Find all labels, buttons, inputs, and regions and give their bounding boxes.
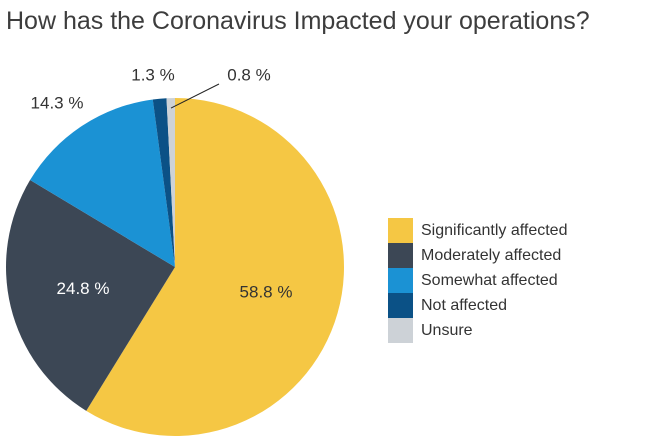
slice-label-unsure: 0.8 %: [227, 65, 270, 84]
pie-slice-unsure: [166, 97, 175, 267]
legend-item-somewhat-affected: Somewhat affected: [388, 268, 638, 293]
legend-label-unsure: Unsure: [421, 321, 473, 339]
legend-label-significantly-affected: Significantly affected: [421, 221, 568, 239]
legend-swatch-not-affected: [388, 293, 413, 318]
legend-item-significantly-affected: Significantly affected: [388, 218, 638, 243]
pie-slice-not-affected: [152, 98, 175, 268]
chart-title: How has the Coronavirus Impacted your op…: [6, 7, 590, 35]
legend-label-moderately-affected: Moderately affected: [421, 246, 562, 264]
leader-line-unsure: [170, 83, 220, 109]
legend-swatch-unsure: [388, 318, 413, 343]
legend-swatch-significantly-affected: [388, 218, 413, 243]
pie-slice-somewhat-affected: [30, 99, 175, 267]
legend-swatch-somewhat-affected: [388, 268, 413, 293]
slice-label-significantly-affected: 58.8 %: [240, 282, 293, 301]
legend-item-moderately-affected: Moderately affected: [388, 243, 638, 268]
slice-label-not-affected: 1.3 %: [131, 65, 174, 84]
slice-label-somewhat-affected: 14.3 %: [31, 93, 84, 112]
legend-item-unsure: Unsure: [388, 318, 638, 343]
slice-label-moderately-affected: 24.8 %: [57, 279, 110, 298]
chart-legend: Significantly affected Moderately affecte…: [388, 218, 638, 343]
legend-label-somewhat-affected: Somewhat affected: [421, 271, 558, 289]
legend-swatch-moderately-affected: [388, 243, 413, 268]
legend-item-not-affected: Not affected: [388, 293, 638, 318]
pie-slice-significantly-affected: [86, 98, 345, 437]
pie-slice-moderately-affected: [6, 180, 175, 411]
legend-label-not-affected: Not affected: [421, 296, 507, 314]
